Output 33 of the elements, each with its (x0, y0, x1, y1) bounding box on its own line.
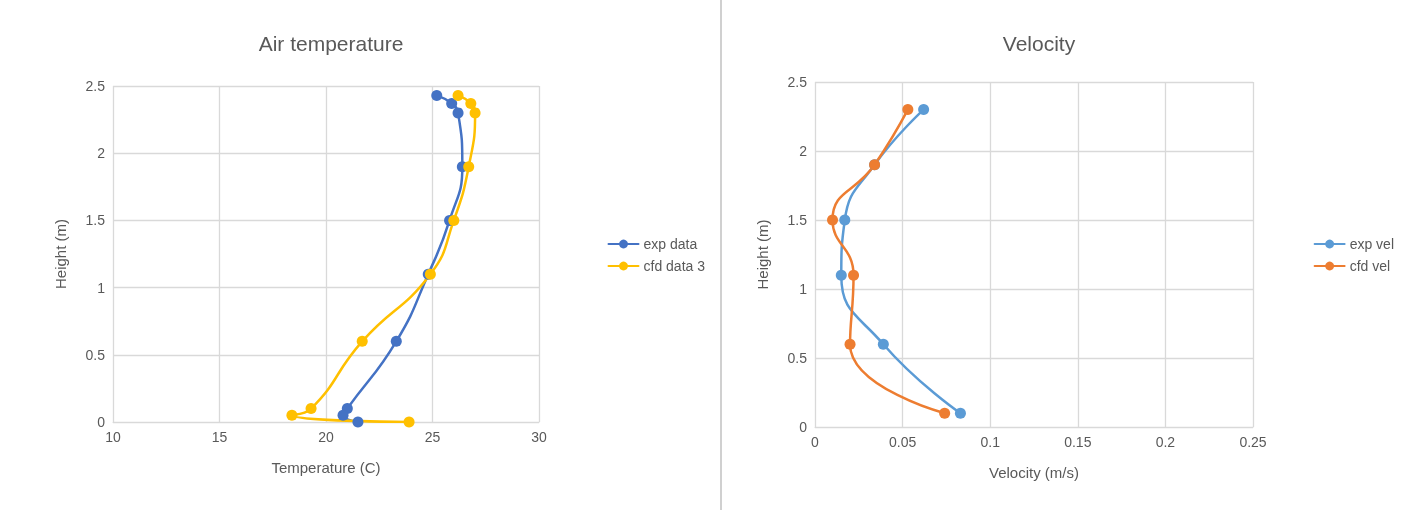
y-tick-label: 2.5 (787, 74, 808, 90)
y-axis-title: Height (m) (754, 219, 771, 290)
y-tick-label: 2 (799, 143, 808, 159)
y-tick-label: 0.5 (787, 350, 808, 366)
y-tick-label: 0 (799, 419, 808, 435)
x-tick-label: 0.05 (888, 434, 917, 450)
x-tick-label: 25 (424, 429, 441, 445)
legend-label: cfd data 3 (643, 258, 706, 274)
y-tick-label: 1 (97, 279, 106, 296)
y-tick-label: 0.5 (85, 346, 106, 363)
x-tick-label: 0.1 (980, 434, 1001, 450)
y-tick-label: 1.5 (85, 212, 106, 229)
y-tick-label: 1.5 (787, 212, 808, 228)
legend-label: exp data (643, 236, 698, 252)
x-tick-label: 0.2 (1155, 434, 1176, 450)
x-axis-title: Temperature (C) (271, 459, 381, 476)
x-tick-label: 0 (811, 434, 820, 450)
x-tick-label: 10 (105, 429, 121, 445)
legend-label: exp vel (1349, 236, 1394, 252)
y-axis-title: Height (m) (52, 218, 69, 290)
x-tick-label: 0.25 (1239, 434, 1267, 450)
x-axis-title: Velocity (m/s) (988, 464, 1080, 481)
y-tick-label: 1 (799, 281, 808, 297)
chart-title: Air temperature (258, 32, 404, 55)
x-tick-label: 20 (318, 429, 334, 445)
x-tick-label: 0.15 (1064, 434, 1092, 450)
x-tick-label: 15 (211, 429, 228, 445)
y-tick-label: 2 (97, 145, 106, 162)
y-tick-label: 2.5 (85, 78, 106, 94)
x-tick-label: 30 (531, 429, 547, 445)
chart-title: Velocity (1002, 32, 1076, 55)
y-tick-label: 0 (97, 414, 106, 430)
legend-label: cfd vel (1349, 258, 1391, 274)
